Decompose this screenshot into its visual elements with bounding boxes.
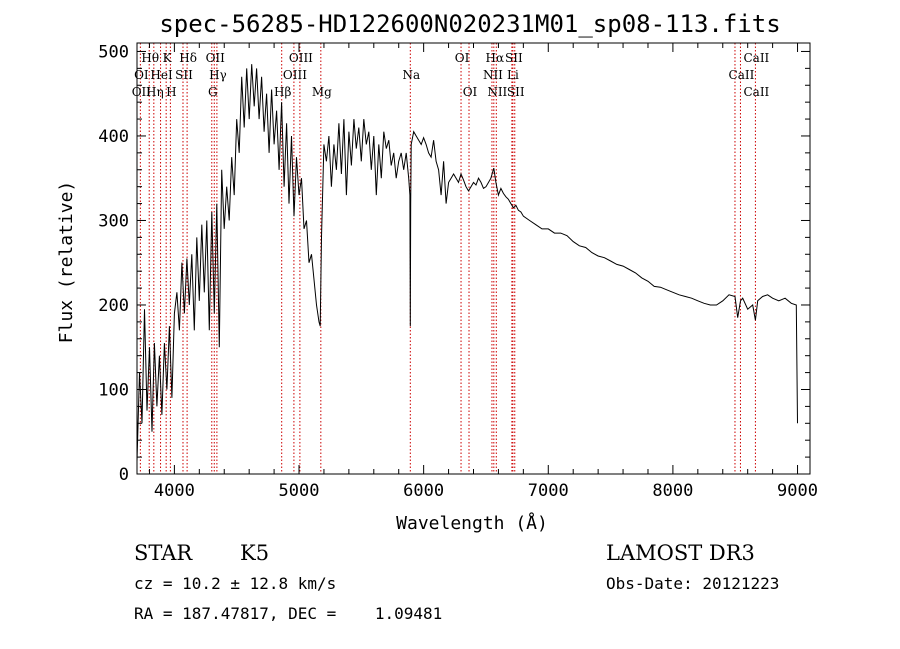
spectral-line-label-23: Mg (312, 85, 332, 99)
spectral-line-label-27: CaII (743, 85, 769, 99)
spectral-line-label-14: Na (402, 68, 420, 82)
spectral-line-label-25: NII (487, 85, 507, 99)
y-tick-label-4: 400 (98, 127, 129, 147)
x-tick-label-2: 6000 (403, 481, 444, 501)
redshift-velocity: cz = 10.2 ± 12.8 km/s (134, 574, 336, 593)
y-tick-label-0: 0 (119, 465, 129, 485)
spectral-line-label-7: SII (505, 51, 523, 65)
spectral-line-label-12: Hγ (209, 68, 227, 82)
object-class: STAR (134, 541, 193, 565)
spectrum-series-line-0 (136, 64, 798, 462)
spectral-line-label-1: K (163, 51, 173, 65)
spectral-line-label-8: CaII (743, 51, 769, 65)
spectral-line-label-10: HeI (150, 68, 173, 82)
y-tick-label-1: 100 (98, 380, 129, 400)
spectral-line-label-21: G (208, 85, 218, 99)
ra-dec-coordinates: RA = 187.47817, DEC = 1.09481 (134, 604, 442, 623)
y-tick-label-2: 200 (98, 296, 129, 316)
spectral-line-label-5: OI (455, 51, 470, 65)
spectral-line-label-6: Hα (486, 51, 505, 65)
x-axis-label: Wavelength (Å) (396, 512, 548, 534)
spectral-line-label-20: H (166, 85, 176, 99)
spectral-line-label-22: Hβ (274, 85, 291, 99)
spectral-line-label-13: OIII (283, 68, 307, 82)
x-tick-label-4: 8000 (652, 481, 693, 501)
spectral-line-label-24: OI (463, 85, 478, 99)
plot-frame (136, 42, 811, 475)
spectral-line-label-11: SII (175, 68, 193, 82)
spectral-line-label-17: CaII (729, 68, 755, 82)
spectral-line-label-16: Li (507, 68, 519, 82)
x-tick-label-5: 9000 (777, 481, 818, 501)
spectral-line-label-19: Hη (146, 85, 164, 99)
object-subclass: K5 (240, 541, 269, 565)
x-tick-label-0: 4000 (154, 481, 195, 501)
x-tick-label-1: 5000 (279, 481, 320, 501)
spectral-line-label-3: OII (206, 51, 226, 65)
spectral-line-label-0: Hθ (141, 51, 159, 65)
y-axis-label: Flux (relative) (56, 181, 77, 344)
chart-title: spec-56285-HD122600N020231M01_sp08-113.f… (159, 10, 780, 38)
survey-name: LAMOST DR3 (606, 541, 755, 565)
spectral-line-label-9: OI (134, 68, 149, 82)
spectral-line-label-26: SII (507, 85, 525, 99)
spectral-line-label-4: OIII (289, 51, 313, 65)
spectral-line-label-2: Hδ (179, 51, 197, 65)
spectral-line-label-15: NII (483, 68, 503, 82)
y-tick-label-3: 300 (98, 211, 129, 231)
y-tick-label-5: 500 (98, 42, 129, 62)
observation-date: Obs-Date: 20121223 (606, 574, 779, 593)
x-tick-label-3: 7000 (528, 481, 569, 501)
